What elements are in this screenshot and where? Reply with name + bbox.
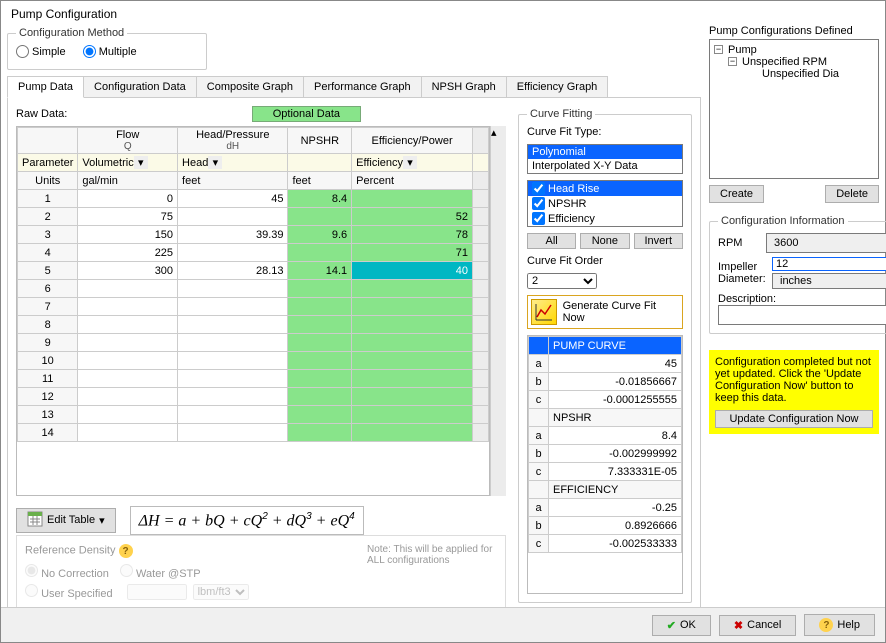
radio-no-correction: No Correction [25, 568, 109, 580]
fit-type-option[interactable]: Polynomial [528, 145, 682, 159]
cancel-label: Cancel [747, 619, 781, 631]
window-title: Pump Configuration [1, 1, 885, 25]
help-button[interactable]: ? Help [804, 614, 875, 636]
radio-user-specified: User Specified [25, 584, 113, 600]
edit-table-label: Edit Table [47, 514, 95, 526]
dialog-footer: ✔ OK ✖ Cancel ? Help [1, 607, 885, 642]
chevron-down-icon: ▾ [99, 514, 105, 527]
tree-child[interactable]: −Unspecified RPM Unspecified Dia [728, 56, 874, 80]
collapse-icon[interactable]: − [728, 57, 737, 66]
generate-fit-label: Generate Curve Fit Now [563, 300, 679, 324]
ref-density-legend: Reference Density [25, 545, 116, 557]
tree-leaf-label: Unspecified Dia [762, 68, 839, 80]
config-info-group: Configuration Information RPM 3600 Impell… [709, 215, 886, 334]
curve-fitting-legend: Curve Fitting [527, 108, 595, 120]
multiple-label: Multiple [99, 46, 137, 58]
help-label: Help [837, 619, 860, 631]
edit-table-icon [27, 511, 43, 530]
edit-table-button[interactable]: Edit Table ▾ [16, 508, 116, 533]
cancel-button[interactable]: ✖ Cancel [719, 615, 796, 636]
ok-label: OK [680, 619, 696, 631]
fit-type-list[interactable]: PolynomialInterpolated X-Y Data [527, 144, 683, 174]
raw-data-label: Raw Data: [16, 108, 67, 120]
tree-leaf[interactable]: Unspecified Dia [742, 68, 874, 80]
tab-npsh-graph[interactable]: NPSH Graph [421, 76, 507, 97]
invert-button[interactable]: Invert [634, 233, 684, 249]
all-button[interactable]: All [527, 233, 576, 249]
fit-series-list[interactable]: Head RiseNPSHREfficiency [527, 180, 683, 227]
warning-text: Configuration completed but not yet upda… [715, 356, 873, 404]
rpm-select[interactable]: 3600 [766, 233, 886, 253]
update-config-button[interactable]: Update Configuration Now [715, 410, 873, 428]
create-button[interactable]: Create [709, 185, 764, 203]
collapse-icon[interactable]: − [714, 45, 723, 54]
series-checkbox[interactable] [532, 197, 545, 210]
fit-order-label: Curve Fit Order [527, 255, 683, 267]
radio-water-stp: Water @STP [120, 568, 201, 580]
fit-series-option[interactable]: NPSHR [528, 196, 682, 211]
config-tree[interactable]: −Pump −Unspecified RPM Unspecified Dia [709, 39, 879, 179]
delete-button[interactable]: Delete [825, 185, 879, 203]
water-stp-label: Water @STP [136, 568, 201, 580]
config-method-legend: Configuration Method [16, 27, 127, 39]
tab-efficiency-graph[interactable]: Efficiency Graph [506, 76, 609, 97]
description-input[interactable] [718, 305, 886, 325]
formula-display: ΔH = a + bQ + cQ2 + dQ3 + eQ4 [130, 506, 364, 535]
radio-simple[interactable]: Simple [16, 45, 66, 58]
tab-performance-graph[interactable]: Performance Graph [303, 76, 422, 97]
none-button[interactable]: None [580, 233, 629, 249]
raw-table-scrollbar[interactable]: ▴ [490, 126, 506, 496]
description-label: Description: [718, 293, 776, 305]
fit-type-option[interactable]: Interpolated X-Y Data [528, 159, 682, 173]
rpm-label: RPM [718, 237, 762, 249]
coefficients-table[interactable]: PUMP CURVEa45b-0.01856667c-0.0001255555N… [527, 335, 683, 594]
impeller-label: Impeller Diameter: [718, 261, 768, 285]
tab-bar: Pump DataConfiguration DataComposite Gra… [7, 76, 701, 98]
chart-icon [531, 299, 557, 325]
curve-fitting-group: Curve Fitting Curve Fit Type: Polynomial… [518, 108, 692, 603]
close-icon: ✖ [734, 619, 743, 632]
fit-series-option[interactable]: Efficiency [528, 211, 682, 226]
reference-density-group: Reference Density ? Note: This will be a… [16, 535, 506, 609]
fit-type-label: Curve Fit Type: [527, 126, 683, 138]
user-spec-label: User Specified [41, 588, 113, 600]
tab-pump-data[interactable]: Pump Data [7, 76, 84, 98]
help-icon: ? [819, 618, 833, 632]
tree-root-label: Pump [728, 44, 757, 56]
config-method-group: Configuration Method Simple Multiple [7, 27, 207, 70]
impeller-input[interactable] [772, 257, 886, 271]
tree-root[interactable]: −Pump −Unspecified RPM Unspecified Dia [714, 44, 874, 80]
tab-configuration-data[interactable]: Configuration Data [83, 76, 197, 97]
ref-density-note: Note: This will be applied for ALL confi… [367, 544, 497, 566]
impeller-unit-select[interactable]: inches [772, 273, 886, 289]
optional-data-chip: Optional Data [252, 106, 361, 122]
ok-button[interactable]: ✔ OK [652, 615, 711, 636]
tab-composite-graph[interactable]: Composite Graph [196, 76, 304, 97]
density-input [127, 584, 187, 600]
warning-box: Configuration completed but not yet upda… [709, 350, 879, 434]
fit-series-option[interactable]: Head Rise [528, 181, 682, 196]
radio-multiple[interactable]: Multiple [83, 45, 137, 58]
series-checkbox[interactable] [532, 212, 545, 225]
density-unit-select: lbm/ft3 [193, 584, 249, 600]
fit-order-select[interactable]: 2 [527, 273, 597, 289]
generate-fit-button[interactable]: Generate Curve Fit Now [527, 295, 683, 329]
help-icon[interactable]: ? [119, 544, 133, 558]
config-info-legend: Configuration Information [718, 215, 848, 227]
simple-label: Simple [32, 46, 66, 58]
raw-data-table[interactable]: FlowQHead/PressuredHNPSHREfficiency/Powe… [17, 127, 489, 442]
tree-child-label: Unspecified RPM [742, 56, 827, 68]
tree-legend: Pump Configurations Defined [709, 25, 879, 37]
series-checkbox[interactable] [532, 182, 545, 195]
no-correction-label: No Correction [41, 568, 109, 580]
check-icon: ✔ [667, 619, 676, 632]
